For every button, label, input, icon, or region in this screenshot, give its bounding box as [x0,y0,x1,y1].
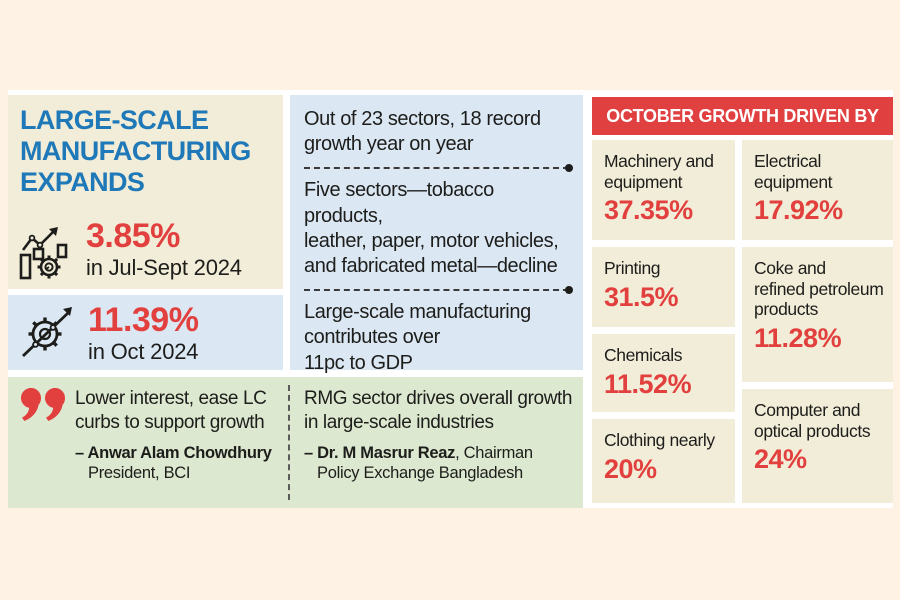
fact-gdp-contribution: Large-scale manufacturing contributes ov… [304,301,531,374]
double-quote-icon [21,387,67,429]
divider-dot [565,164,573,173]
dashed-divider [304,286,573,295]
oct-growth-period: in Oct 2024 [88,338,199,364]
growth-header-label: OCTOBER GROWTH DRIVEN BY [606,105,879,126]
growth-cell-label: Machinery and equipment [604,151,714,192]
growth-cell-value: 20% [604,453,657,484]
growth-cell-label: Chemicals [604,345,683,365]
hero-panel: LARGE-SCALE MANUFACTURING EXPANDS [8,95,283,289]
growth-cell-value: 11.28% [754,322,842,353]
fact-sectors-decline: Five sectors—tobacco products, leather, … [304,179,559,277]
quotes-panel: Lower interest, ease LC curbs to support… [8,377,583,508]
growth-cell-value: 11.52% [604,368,692,399]
growth-cell-chemicals: Chemicals 11.52% [592,334,735,412]
quote-author-role: Policy Exchange Bangladesh [317,464,523,482]
facts-panel: Out of 23 sectors, 18 record growth year… [290,95,583,374]
dashed-divider [304,164,573,173]
growth-cell-clothing: Clothing nearly 20% [592,419,735,503]
divider-dot [565,286,573,295]
growth-cell-label: Clothing nearly [604,430,715,450]
bar-chart-gear-icon [19,227,68,280]
q3-growth-value: 3.85% [86,217,180,255]
quote-text: Lower interest, ease LC curbs to support… [75,388,267,433]
growth-cell-value: 37.35% [604,195,693,226]
growth-cell-machinery: Machinery and equipment 37.35% [592,140,735,240]
growth-cell-label: Coke and refined petroleum products [754,258,884,320]
quote-author: – Dr. M Masrur Reaz [304,443,456,462]
gear-growth-icon [22,307,72,358]
growth-column-right: Electrical equipment 17.92% Coke and ref… [742,140,893,503]
growth-cell-printing: Printing 31.5% [592,247,735,327]
growth-column-left: Machinery and equipment 37.35% Printing … [592,140,735,503]
quote-reaz: RMG sector drives overall growth in larg… [304,387,576,483]
quote-author-role: President, BCI [88,464,191,482]
vertical-dashed-divider [288,385,290,500]
quote-attribution: – Anwar Alam Chowdhury President, BCI [75,443,285,483]
growth-cell-value: 17.92% [754,195,843,226]
fact-sectors-growth: Out of 23 sectors, 18 record growth year… [304,108,541,156]
growth-cell-label: Computer and optical products [754,400,871,441]
quote-text: RMG sector drives overall growth in larg… [304,388,573,433]
growth-cell-label: Electrical equipment [754,151,833,192]
october-stat-panel: 11.39% in Oct 2024 [8,295,283,370]
oct-growth-value: 11.39% [88,301,199,339]
growth-cell-electrical: Electrical equipment 17.92% [742,140,893,240]
growth-cell-value: 24% [754,444,807,475]
growth-cell-computer-optical: Computer and optical products 24% [742,389,893,503]
q3-stat: 3.85% in Jul-Sept 2024 [18,217,242,283]
quote-attribution: – Dr. M Masrur Reaz, Chairman Policy Exc… [304,443,576,483]
growth-cell-coke-petroleum: Coke and refined petroleum products 11.2… [742,247,893,382]
quote-author-suffix: , Chairman [455,443,533,462]
growth-cell-value: 31.5% [604,281,679,312]
growth-section-header: OCTOBER GROWTH DRIVEN BY [592,97,893,135]
quote-author: – Anwar Alam Chowdhury [75,443,272,462]
q3-growth-period: in Jul-Sept 2024 [86,254,242,280]
quote-chowdhury: Lower interest, ease LC curbs to support… [75,387,285,483]
growth-cell-label: Printing [604,258,661,278]
headline: LARGE-SCALE MANUFACTURING EXPANDS [20,105,251,197]
